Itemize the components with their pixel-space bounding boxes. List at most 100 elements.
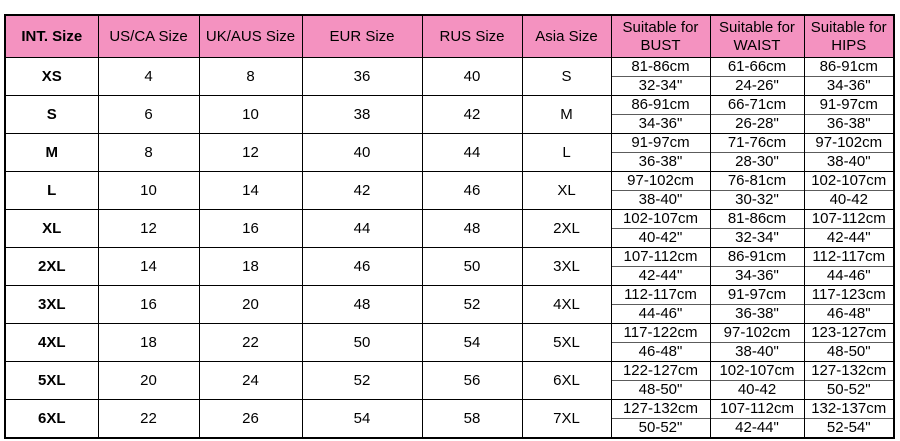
- cell-uk-aus-size: 10: [198, 95, 303, 134]
- header-asia-size: Asia Size: [521, 14, 612, 58]
- bust-inch-value: 32-34": [612, 76, 709, 95]
- table-row: 3XL 16 20 48 52 4XL 112-117cm 44-46" 91-97cm 36-3…: [4, 285, 895, 324]
- bust-cm-value: 97-102cm: [627, 172, 694, 190]
- header-int-size: INT. Size: [4, 14, 99, 58]
- cell-eur-size: 36: [301, 57, 423, 96]
- waist-inch-value: 32-34": [711, 228, 803, 247]
- cell-eur-size: 44: [301, 209, 423, 248]
- cell-asia-size: 5XL: [521, 323, 612, 362]
- waist-cm-value: 86-91cm: [727, 248, 787, 266]
- header-rus-size: RUS Size: [421, 14, 523, 58]
- hips-cm-value: 117-123cm: [811, 286, 886, 304]
- waist-inch-value: 34-36": [711, 266, 803, 285]
- waist-cm-value: 66-71cm: [727, 96, 787, 114]
- cell-bust: 91-97cm 36-38": [610, 133, 711, 172]
- cell-int-size: 2XL: [4, 247, 99, 286]
- cell-uk-aus-size: 8: [198, 57, 303, 96]
- header-eur-size: EUR Size: [301, 14, 423, 58]
- cell-eur-size: 54: [301, 399, 423, 439]
- cell-hips: 117-123cm 46-48": [803, 285, 895, 324]
- hips-inch-value: 34-36": [805, 76, 893, 95]
- hips-inch-value: 46-48": [805, 304, 893, 323]
- header-row: INT. Size US/CA Size UK/AUS Size EUR Siz…: [4, 14, 895, 58]
- bust-inch-value: 44-46": [612, 304, 709, 323]
- cell-waist: 66-71cm 26-28": [709, 95, 805, 134]
- size-conversion-table: INT. Size US/CA Size UK/AUS Size EUR Siz…: [4, 14, 895, 439]
- hips-cm-value: 127-132cm: [811, 362, 887, 380]
- cell-uk-aus-size: 12: [198, 133, 303, 172]
- cell-hips: 102-107cm 40-42: [803, 171, 895, 210]
- cell-uk-aus-size: 26: [198, 399, 303, 439]
- waist-cm-value: 76-81cm: [727, 172, 787, 190]
- table-row: S 6 10 38 42 M 86-91cm 34-36" 66-71cm 26-28" 91-97…: [4, 95, 895, 134]
- hips-cm-value: 123-127cm: [811, 324, 887, 342]
- hips-cm-value: 102-107cm: [811, 172, 887, 190]
- waist-inch-value: 36-38": [711, 304, 803, 323]
- cell-eur-size: 50: [301, 323, 423, 362]
- hips-inch-value: 52-54": [805, 418, 893, 437]
- cell-bust: 107-112cm 42-44": [610, 247, 711, 286]
- waist-inch-value: 28-30": [711, 152, 803, 171]
- cell-eur-size: 48: [301, 285, 423, 324]
- cell-int-size: M: [4, 133, 99, 172]
- table-row: XL 12 16 44 48 2XL 102-107cm 40-42" 81-86cm 32-34…: [4, 209, 895, 248]
- cell-us-ca-size: 8: [97, 133, 200, 172]
- cell-waist: 76-81cm 30-32": [709, 171, 805, 210]
- cell-bust: 86-91cm 34-36": [610, 95, 711, 134]
- cell-asia-size: 4XL: [521, 285, 612, 324]
- cell-waist: 81-86cm 32-34": [709, 209, 805, 248]
- cell-us-ca-size: 12: [97, 209, 200, 248]
- waist-cm-value: 81-86cm: [727, 210, 787, 228]
- cell-uk-aus-size: 16: [198, 209, 303, 248]
- cell-int-size: L: [4, 171, 99, 210]
- cell-us-ca-size: 4: [97, 57, 200, 96]
- cell-bust: 112-117cm 44-46": [610, 285, 711, 324]
- cell-hips: 86-91cm 34-36": [803, 57, 895, 96]
- cell-eur-size: 52: [301, 361, 423, 400]
- table-row: L 10 14 42 46 XL 97-102cm 38-40" 76-81cm 30-32" 10…: [4, 171, 895, 210]
- hips-inch-value: 40-42: [805, 190, 893, 209]
- cell-rus-size: 42: [421, 95, 523, 134]
- hips-cm-value: 107-112cm: [811, 210, 886, 228]
- waist-inch-value: 42-44": [711, 418, 803, 437]
- cell-asia-size: L: [521, 133, 612, 172]
- hips-cm-value: 112-117cm: [812, 248, 886, 266]
- waist-cm-value: 71-76cm: [727, 134, 787, 152]
- table-row: 5XL 20 24 52 56 6XL 122-127cm 48-50" 102-107cm 40…: [4, 361, 895, 400]
- waist-cm-value: 91-97cm: [727, 286, 787, 304]
- cell-rus-size: 54: [421, 323, 523, 362]
- hips-cm-value: 132-137cm: [811, 400, 887, 417]
- bust-inch-value: 38-40": [612, 190, 709, 209]
- cell-eur-size: 38: [301, 95, 423, 134]
- cell-waist: 107-112cm 42-44": [709, 399, 805, 439]
- header-waist: Suitable for WAIST: [709, 14, 805, 58]
- cell-asia-size: 2XL: [521, 209, 612, 248]
- hips-inch-value: 36-38": [805, 114, 893, 133]
- cell-uk-aus-size: 24: [198, 361, 303, 400]
- cell-uk-aus-size: 18: [198, 247, 303, 286]
- waist-inch-value: 30-32": [711, 190, 803, 209]
- cell-waist: 61-66cm 24-26": [709, 57, 805, 96]
- bust-cm-value: 127-132cm: [622, 400, 699, 417]
- hips-cm-value: 97-102cm: [815, 134, 883, 152]
- cell-bust: 102-107cm 40-42": [610, 209, 711, 248]
- bust-cm-value: 107-112cm: [623, 248, 698, 266]
- cell-asia-size: 3XL: [521, 247, 612, 286]
- cell-bust: 127-132cm 50-52": [610, 399, 711, 439]
- cell-int-size: 5XL: [4, 361, 99, 400]
- waist-cm-value: 102-107cm: [719, 362, 795, 380]
- cell-rus-size: 44: [421, 133, 523, 172]
- cell-int-size: 3XL: [4, 285, 99, 324]
- cell-rus-size: 46: [421, 171, 523, 210]
- header-hips: Suitable for HIPS: [803, 14, 895, 58]
- header-us-ca-size: US/CA Size: [97, 14, 200, 58]
- cell-asia-size: M: [521, 95, 612, 134]
- cell-rus-size: 58: [421, 399, 523, 439]
- cell-us-ca-size: 16: [97, 285, 200, 324]
- bust-inch-value: 46-48": [612, 342, 709, 361]
- cell-int-size: S: [4, 95, 99, 134]
- waist-cm-value: 107-112cm: [720, 400, 794, 417]
- cell-hips: 91-97cm 36-38": [803, 95, 895, 134]
- waist-inch-value: 40-42: [711, 380, 803, 399]
- cell-int-size: 6XL: [4, 399, 99, 439]
